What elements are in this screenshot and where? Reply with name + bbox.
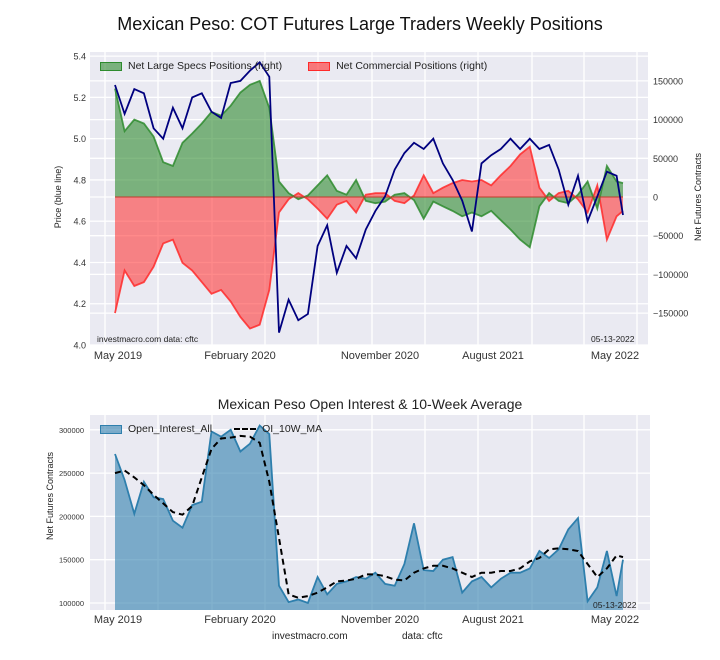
top-watermark: investmacro.com data: cftc xyxy=(97,334,199,344)
legend-swatch-open-interest xyxy=(100,424,122,434)
top-x-tick-0: May 2019 xyxy=(94,350,142,362)
bottom-y-tick-2: 200000 xyxy=(59,512,84,521)
bottom-x-tick-4: May 2022 xyxy=(591,614,639,626)
large-specs-area xyxy=(115,80,623,248)
open-interest-area xyxy=(115,425,623,610)
top-right-tick-0: 150000 xyxy=(653,76,683,86)
bottom-x-tick-0: May 2019 xyxy=(94,614,142,626)
top-right-tick-5: −100000 xyxy=(653,270,688,280)
top-x-tick-4: May 2022 xyxy=(591,350,639,362)
legend-label-large-specs: Net Large Specs Positions (right) xyxy=(128,60,283,72)
legend-label-oi-ma: OI_10W_MA xyxy=(262,423,323,435)
bottom-axis-label: Net Futures Contracts xyxy=(45,451,55,541)
legend-line-oi-ma xyxy=(234,428,257,430)
top-right-tick-4: −50000 xyxy=(653,231,683,241)
commercial-line xyxy=(114,145,624,330)
footer-data-source: data: cftc xyxy=(402,631,443,642)
bottom-x-tick-1: February 2020 xyxy=(204,614,276,626)
top-date-stamp: 05-13-2022 xyxy=(591,334,635,344)
top-left-tick-0: 4.0 xyxy=(73,341,86,351)
top-x-tick-2: November 2020 xyxy=(341,350,419,362)
top-left-tick-1: 4.2 xyxy=(73,299,86,309)
footer-site: investmacro.com xyxy=(272,631,348,642)
large-specs-line xyxy=(114,79,624,249)
bottom-y-tick-4: 300000 xyxy=(59,426,84,435)
top-x-tick-3: August 2021 xyxy=(462,350,524,362)
top-right-axis-label: Net Futures Contracts xyxy=(693,152,703,242)
top-left-tick-4: 4.8 xyxy=(73,175,86,185)
bottom-y-tick-1: 150000 xyxy=(59,556,84,565)
legend-swatch-large-specs xyxy=(100,61,122,71)
top-left-tick-3: 4.6 xyxy=(73,217,86,227)
top-right-tick-6: −150000 xyxy=(653,309,688,319)
bottom-date-stamp: 05-13-2022 xyxy=(593,600,637,610)
bottom-x-tick-2: November 2020 xyxy=(341,614,419,626)
legend-label-open-interest: Open_Interest_All xyxy=(128,423,213,435)
top-left-tick-2: 4.4 xyxy=(73,258,86,268)
bottom-y-tick-0: 100000 xyxy=(59,599,84,608)
legend-top: Net Large Specs Positions (right) Net Co… xyxy=(100,60,487,72)
legend-bottom: Open_Interest_All OI_10W_MA xyxy=(100,423,322,435)
bottom-y-tick-3: 250000 xyxy=(59,469,84,478)
top-left-axis-label: Price (blue line) xyxy=(53,165,63,229)
top-left-tick-6: 5.2 xyxy=(73,93,86,103)
top-right-tick-2: 50000 xyxy=(653,154,678,164)
top-left-tick-5: 5.0 xyxy=(73,134,86,144)
top-right-tick-3: 0 xyxy=(653,193,658,203)
top-right-tick-1: 100000 xyxy=(653,115,683,125)
top-x-tick-1: February 2020 xyxy=(204,350,276,362)
bottom-x-tick-3: August 2021 xyxy=(462,614,524,626)
commercial-area xyxy=(115,146,623,329)
price-line xyxy=(114,60,624,333)
oi-10w-ma-line xyxy=(114,434,624,599)
main-chart-title: Mexican Peso: COT Futures Large Traders … xyxy=(117,14,603,34)
legend-label-commercial: Net Commercial Positions (right) xyxy=(336,60,488,72)
legend-swatch-commercial xyxy=(308,61,331,71)
oi-chart-title: Mexican Peso Open Interest & 10-Week Ave… xyxy=(217,396,523,412)
open-interest-line xyxy=(114,424,624,605)
top-left-tick-7: 5.4 xyxy=(73,52,86,62)
